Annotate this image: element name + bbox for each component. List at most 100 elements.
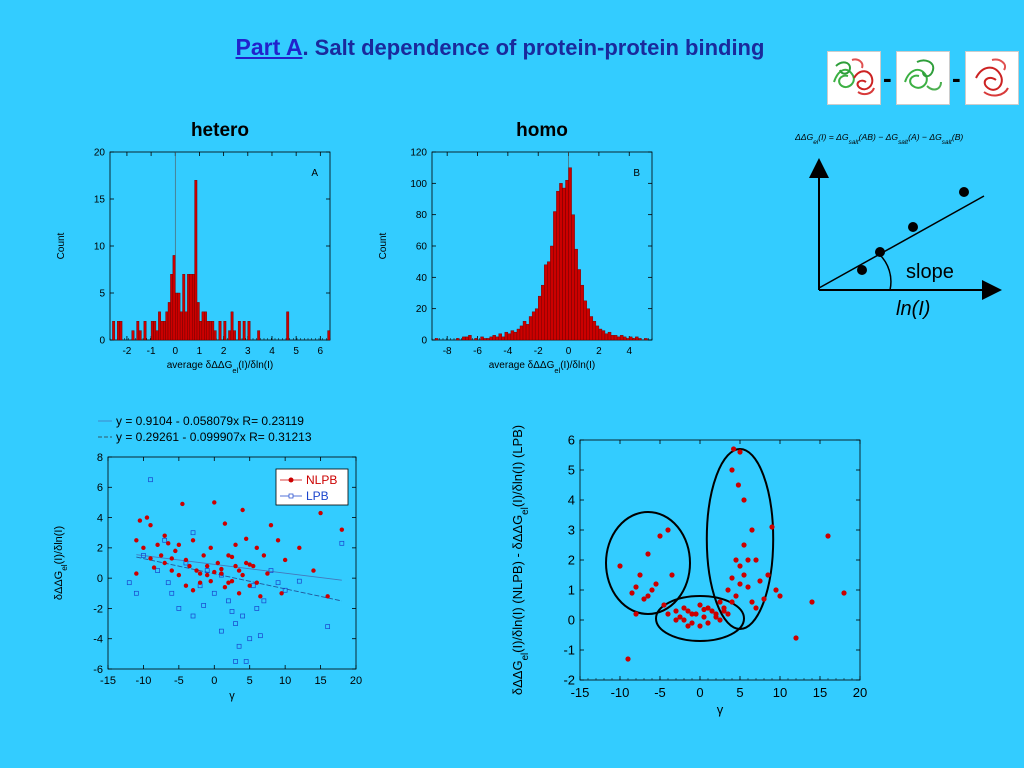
equation: ΔΔGel(I) = ΔGsalt(AB) − ΔGsalt(A) − ΔGsa… — [794, 128, 1023, 146]
histogram-bar — [237, 320, 241, 341]
nlpb-point — [205, 572, 210, 578]
histogram-bar — [160, 320, 164, 341]
histogram-bar — [182, 273, 186, 341]
nlpb-point — [176, 572, 182, 578]
lpb-point — [226, 598, 231, 604]
histogram-bar — [528, 316, 533, 341]
lpb-point — [261, 598, 267, 604]
difference-point — [721, 608, 727, 614]
schematic-point — [875, 247, 885, 257]
histogram-bar — [547, 261, 551, 341]
y-axis-label: δΔΔGel(I)/δln(I) (NLPB) - δΔΔGel(I)/δln(… — [510, 425, 531, 695]
difference-point — [697, 623, 703, 629]
x-tick-label: 5 — [736, 685, 743, 700]
histogram-bar — [468, 335, 472, 341]
y-tick-label: 0 — [99, 336, 105, 347]
legend-label-lpb: LPB — [306, 489, 329, 503]
difference-point — [625, 656, 631, 662]
difference-point — [629, 590, 635, 596]
histogram-bar — [474, 338, 478, 341]
y-tick-label: 20 — [94, 148, 106, 159]
histogram-bar — [610, 335, 615, 341]
difference-point — [733, 557, 739, 563]
lpb-point — [165, 580, 171, 586]
x-axis-label: γ — [229, 690, 235, 702]
histogram-bar — [550, 245, 554, 341]
x-tick-label: -5 — [174, 675, 184, 687]
x-axis-label: γ — [717, 702, 724, 717]
histogram-bar — [199, 320, 203, 341]
lpb-point — [155, 568, 160, 573]
histogram-bar — [519, 325, 524, 341]
nlpb-point — [183, 583, 189, 588]
schematic-fit-line — [818, 195, 985, 289]
nlpb-point — [254, 545, 259, 551]
difference-point — [745, 584, 751, 590]
y-axis-label: Count — [378, 232, 389, 259]
histogram-bar — [189, 273, 193, 341]
y-tick-label: 4 — [97, 512, 103, 524]
lpb-point — [339, 540, 345, 546]
histogram-bar — [522, 320, 527, 341]
nlpb-point — [197, 580, 203, 585]
equation-text: ΔΔGel(I) = ΔGsalt(AB) − ΔGsalt(A) − ΔGsa… — [795, 132, 963, 146]
nlpb-point — [297, 545, 302, 551]
nlpb-point — [187, 563, 192, 569]
difference-point — [649, 587, 655, 593]
difference-point — [685, 608, 691, 614]
histogram-bar — [187, 273, 190, 341]
nlpb-point — [212, 569, 217, 575]
nlpb-point — [233, 563, 238, 569]
nlpb-point — [222, 521, 228, 526]
histogram-bar — [228, 330, 232, 341]
nlpb-point — [197, 571, 203, 576]
nlpb-point — [144, 515, 150, 520]
nlpb-point — [243, 560, 249, 566]
nlpb-point — [236, 591, 242, 596]
plot-frame — [109, 151, 331, 341]
histogram-bar — [489, 336, 493, 341]
histogram-bar — [565, 179, 569, 341]
nlpb-point — [151, 565, 157, 570]
x-tick-label: 4 — [626, 346, 632, 357]
difference-point — [737, 449, 743, 455]
difference-point — [681, 617, 687, 623]
y-tick-label: 80 — [416, 210, 428, 221]
schematic-point — [857, 265, 867, 275]
difference-point — [669, 572, 675, 578]
difference-point — [677, 614, 683, 620]
nlpb-point — [226, 580, 231, 585]
histogram-bar — [153, 320, 157, 341]
y-tick-label: 1 — [568, 583, 575, 598]
difference-point — [731, 446, 737, 452]
nlpb-point — [268, 522, 274, 528]
nlpb-point — [229, 554, 235, 560]
y-tick-label: 6 — [568, 433, 575, 448]
protein-a-icon — [896, 51, 950, 105]
histogram-bar — [162, 320, 166, 341]
histogram-bar — [626, 338, 630, 341]
nlpb-point — [325, 594, 330, 599]
difference-point — [665, 611, 671, 617]
plot-frame — [107, 456, 357, 670]
nlpb-point — [251, 563, 256, 569]
difference-point — [645, 593, 651, 599]
histogram-bar — [327, 330, 331, 341]
nlpb-point — [247, 583, 252, 588]
nlpb-point — [240, 572, 245, 578]
difference-point — [617, 563, 623, 569]
nlpb-point — [236, 568, 242, 573]
difference-point — [665, 527, 671, 533]
x-tick-label: 6 — [318, 346, 324, 357]
x-tick-label: 15 — [813, 685, 827, 700]
x-tick-label: -2 — [122, 346, 131, 357]
difference-point — [661, 602, 667, 608]
histogram-bar — [632, 338, 636, 341]
difference-point — [737, 563, 743, 569]
nlpb-point — [219, 571, 224, 576]
difference-point — [709, 608, 715, 614]
histogram-bar — [138, 330, 142, 341]
histogram-bar — [531, 311, 536, 341]
histogram-bar — [571, 214, 575, 341]
